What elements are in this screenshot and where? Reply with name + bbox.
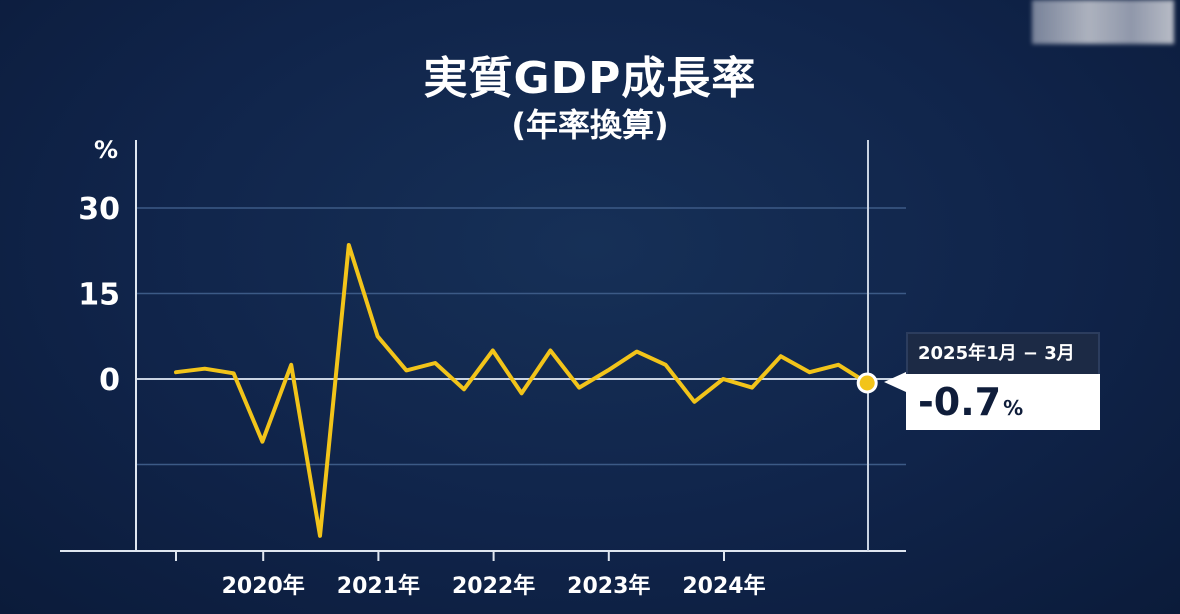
latest-value-callout: 2025年1月 − 3月 -0.7% <box>906 332 1100 430</box>
y-tick-label: 0 <box>99 363 120 398</box>
gdp-growth-series-line <box>174 243 870 538</box>
x-tick-label: 2023年 <box>567 573 650 599</box>
x-tick-label: 2020年 <box>222 573 305 599</box>
y-tick-label: 30 <box>78 192 120 227</box>
callout-value-box: -0.7% <box>906 374 1100 430</box>
y-tick-label: 15 <box>78 278 120 313</box>
callout-unit: % <box>1003 396 1024 420</box>
callout-value: -0.7 <box>918 380 1002 424</box>
chart-subtitle: (年率換算) <box>511 106 669 144</box>
latest-data-point <box>856 372 878 394</box>
x-tick-label: 2022年 <box>452 573 535 599</box>
blurred-watermark <box>1032 0 1174 44</box>
chart-title: 実質GDP成長率 <box>423 53 757 104</box>
y-axis-unit-label: % <box>94 136 118 164</box>
callout-pointer <box>884 372 906 392</box>
x-tick-label: 2024年 <box>682 573 765 599</box>
x-tick-label: 2021年 <box>337 573 420 599</box>
callout-period: 2025年1月 − 3月 <box>906 332 1100 374</box>
